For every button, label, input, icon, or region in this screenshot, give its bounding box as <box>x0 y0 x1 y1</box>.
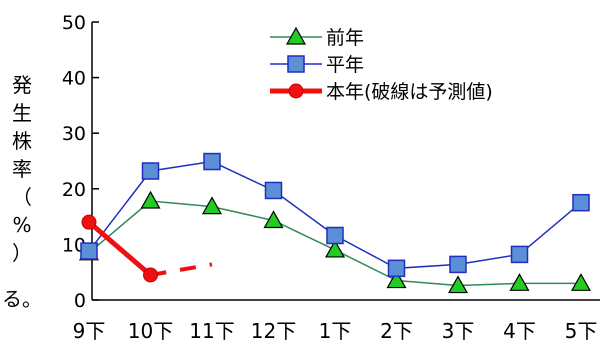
x-tick-label: 1下 <box>319 319 352 342</box>
y-axis-label-char: （ <box>12 185 32 209</box>
square-marker <box>449 255 467 274</box>
triangle-marker <box>570 273 592 291</box>
x-tick-label: 4下 <box>503 319 536 342</box>
series-line <box>87 220 153 277</box>
legend-entry: 前年 <box>270 26 364 49</box>
square-marker <box>80 242 98 260</box>
triangle-marker <box>263 210 284 229</box>
triangle-marker <box>140 190 161 209</box>
triangle-marker <box>201 196 223 215</box>
y-tick-label: 40 <box>62 68 86 90</box>
x-tick-label: 11下 <box>189 319 234 342</box>
square-marker <box>510 245 529 264</box>
x-tick-labels: 9下 10下 11下 12下 1下 2下 3下 4下 5下 <box>73 319 598 342</box>
square-marker <box>326 226 344 245</box>
legend-label: 前年 <box>326 27 364 49</box>
x-tick-label: 5下 <box>565 319 598 342</box>
y-tick-label: 0 <box>74 290 86 312</box>
series-2 <box>81 214 213 283</box>
triangle-marker <box>509 273 530 291</box>
x-tick-label: 9下 <box>73 319 106 342</box>
triangle-marker <box>447 275 469 294</box>
legend-entry: 本年(破線は予測値) <box>270 81 493 103</box>
circle-marker <box>288 83 304 99</box>
y-tick-labels: 0 10 20 30 40 50 <box>62 12 86 312</box>
y-axis-label-char: 率 <box>12 157 32 181</box>
triangle-marker <box>285 26 307 45</box>
x-tick-label: 3下 <box>442 319 475 342</box>
x-tick-label: 2下 <box>380 319 413 342</box>
y-axis-label-char: 株 <box>12 129 32 153</box>
x-tick-label: 12下 <box>251 319 296 342</box>
legend-entry: 平年 <box>270 54 364 76</box>
y-axis-label-char: 発 <box>12 73 32 97</box>
legend-label: 本年(破線は予測値) <box>326 81 493 103</box>
y-axis-label-char: ） <box>12 241 32 265</box>
square-marker <box>264 181 283 200</box>
square-marker <box>141 162 160 180</box>
y-tick-label: 30 <box>62 123 86 145</box>
y-tick-label: 50 <box>62 12 86 34</box>
square-marker <box>387 259 406 278</box>
triangle-marker <box>324 239 346 258</box>
y-tick-label: 10 <box>62 234 86 256</box>
y-tick-label: 20 <box>62 179 86 201</box>
series-layer <box>78 152 592 294</box>
series-1 <box>80 152 590 278</box>
square-marker <box>572 193 590 212</box>
x-tick-label: 10下 <box>128 319 173 342</box>
circle-marker <box>81 214 97 230</box>
square-marker <box>203 152 221 171</box>
circle-marker <box>143 267 158 283</box>
stray-text: る。 <box>2 287 42 311</box>
forecast-line <box>150 262 213 277</box>
legend-label: 平年 <box>326 54 364 76</box>
y-axis-label-char: 生 <box>12 101 32 125</box>
square-marker <box>287 55 305 73</box>
triangle-marker <box>386 270 407 289</box>
y-axis-label-char: % <box>12 213 31 237</box>
